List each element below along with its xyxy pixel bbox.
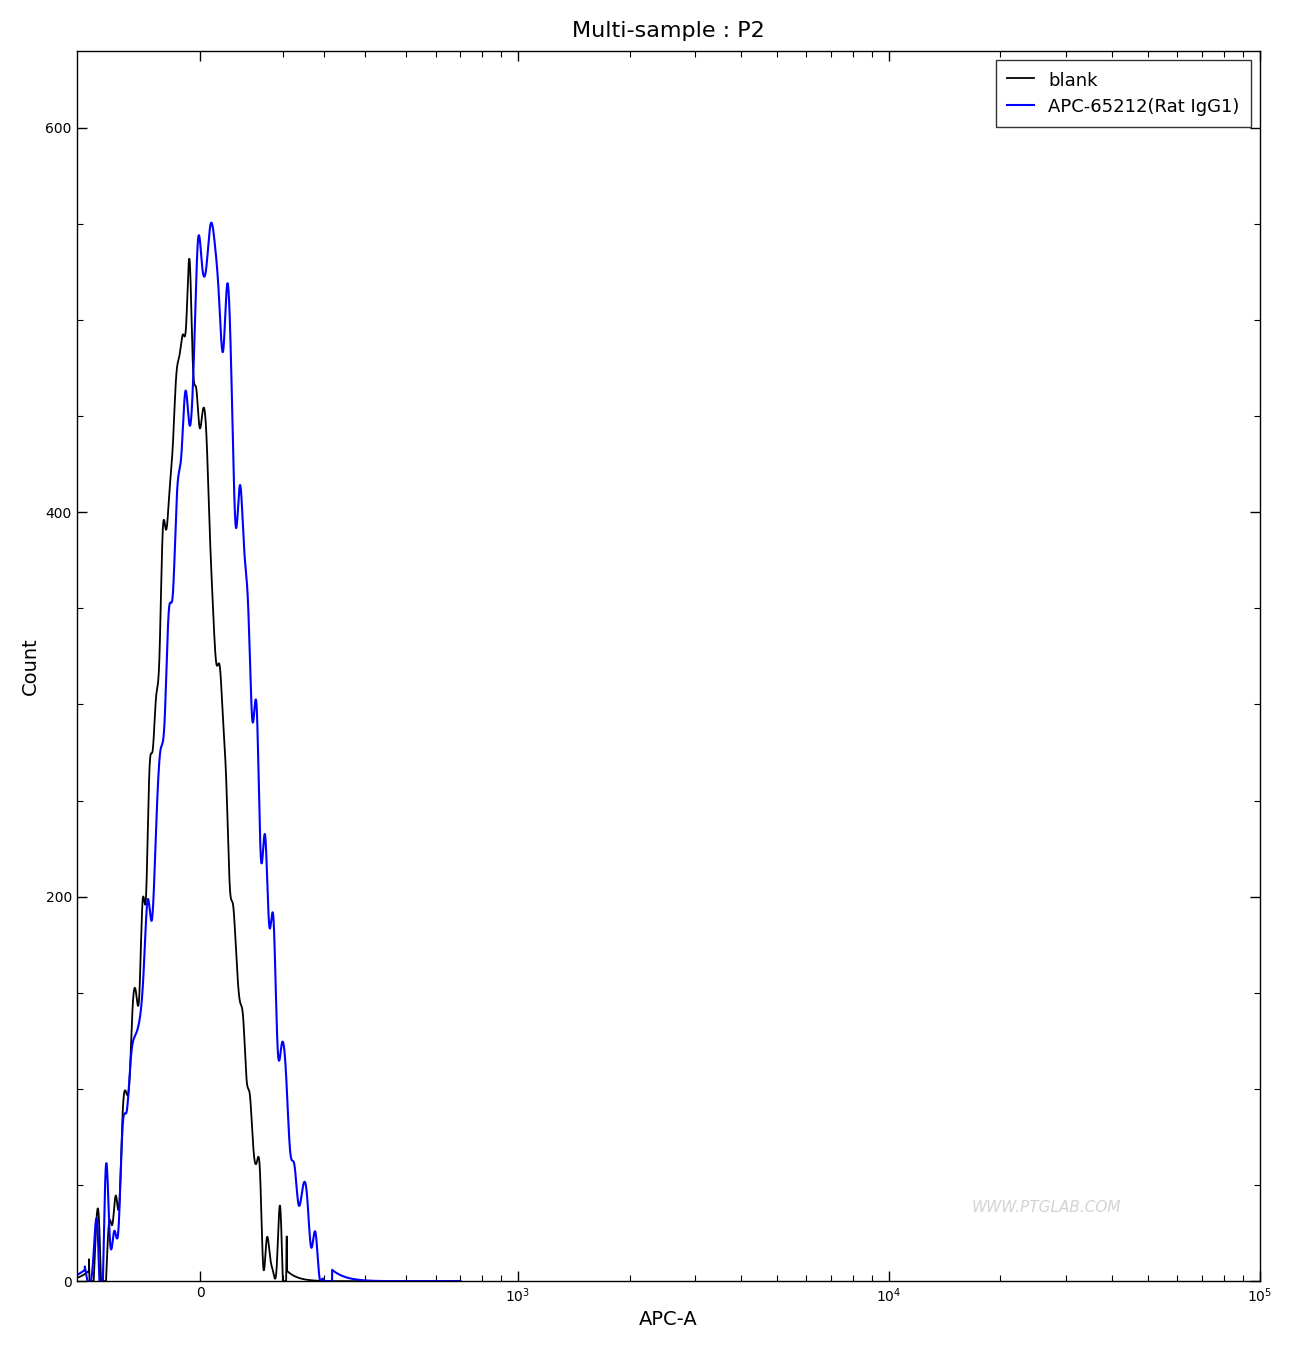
APC-65212(Rat IgG1)	[397, 1273, 412, 1289]
APC-65212(Rat IgG1)	[375, 1273, 390, 1289]
blank	[313, 1273, 328, 1289]
blank	[397, 1273, 412, 1289]
blank	[89, 1202, 105, 1218]
APC-65212(Rat IgG1)	[331, 1266, 347, 1282]
APC-65212(Rat IgG1)	[69, 1266, 84, 1282]
Line: blank: blank	[76, 259, 460, 1281]
Title: Multi-sample : P2: Multi-sample : P2	[572, 20, 764, 40]
APC-65212(Rat IgG1)	[89, 1218, 105, 1234]
blank	[375, 1273, 390, 1289]
blank	[219, 764, 234, 780]
Y-axis label: Count: Count	[21, 637, 40, 695]
APC-65212(Rat IgG1)	[313, 1273, 328, 1289]
blank	[181, 251, 197, 267]
APC-65212(Rat IgG1)	[219, 294, 234, 310]
Text: WWW.PTGLAB.COM: WWW.PTGLAB.COM	[972, 1200, 1121, 1215]
APC-65212(Rat IgG1)	[453, 1273, 468, 1289]
blank	[331, 1273, 347, 1289]
blank	[453, 1273, 468, 1289]
Legend: blank, APC-65212(Rat IgG1): blank, APC-65212(Rat IgG1)	[996, 59, 1250, 127]
X-axis label: APC-A: APC-A	[639, 1310, 697, 1330]
APC-65212(Rat IgG1)	[80, 1273, 96, 1289]
blank	[81, 1273, 97, 1289]
Line: APC-65212(Rat IgG1): APC-65212(Rat IgG1)	[76, 223, 460, 1281]
APC-65212(Rat IgG1)	[203, 215, 219, 231]
blank	[69, 1270, 84, 1287]
